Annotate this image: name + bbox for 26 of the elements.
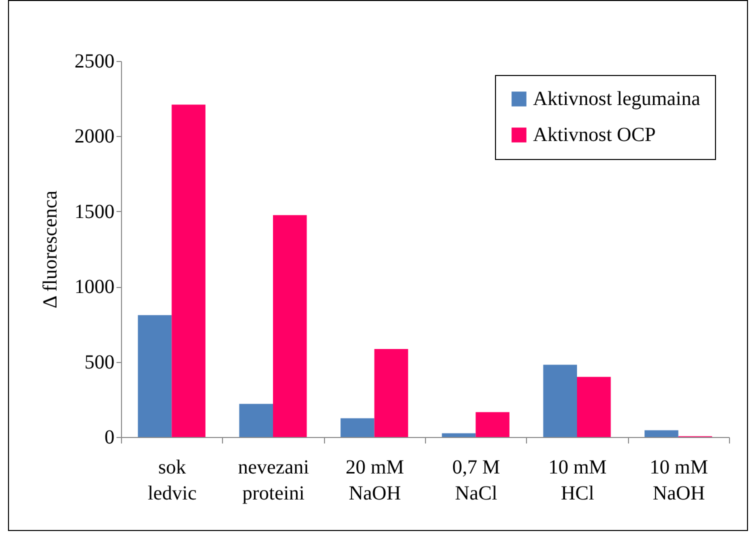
bar [273, 215, 307, 437]
y-tick-label: 500 [84, 351, 114, 374]
bar [172, 104, 206, 437]
bar [577, 376, 611, 437]
y-tick-label: 2500 [74, 50, 114, 72]
bar [138, 315, 172, 437]
bar [644, 430, 678, 437]
y-tick-label: 0 [104, 426, 114, 448]
x-tick-label: sok ledvic [148, 456, 197, 504]
bar [476, 412, 510, 437]
x-tick-label: nevezani proteini [238, 456, 310, 504]
y-tick-label: 1000 [74, 276, 114, 298]
bar [442, 433, 476, 437]
x-tick-label: 10 mM HCl [548, 456, 607, 504]
x-tick-label: 20 mM NaOH [346, 456, 404, 504]
bar [239, 404, 273, 437]
y-tick-label: 2000 [74, 126, 114, 148]
bar [374, 349, 408, 437]
legend-label: Aktivnost OCP [533, 124, 656, 146]
legend-label: Aktivnost legumaina [533, 88, 700, 110]
x-tick-label: 0,7 M NaCl [452, 456, 500, 504]
bar [543, 364, 577, 437]
y-axis-title: Δ fluorescenca [40, 190, 62, 308]
y-tick-label: 1500 [74, 200, 114, 223]
x-tick-label: 10 mM NaOH [650, 456, 708, 504]
bar [340, 418, 374, 437]
